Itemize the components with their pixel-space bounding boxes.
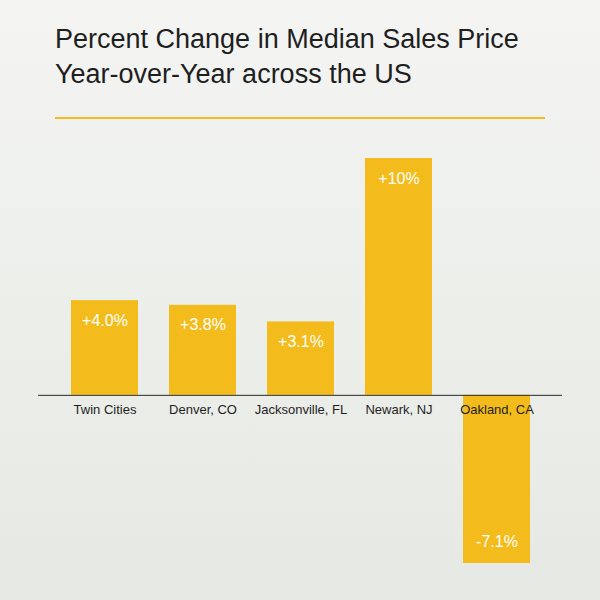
svg-text:Oakland, CA: Oakland, CA <box>460 402 534 417</box>
svg-text:-7.1%: -7.1% <box>476 533 518 550</box>
svg-text:Newark, NJ: Newark, NJ <box>365 402 432 417</box>
svg-text:+10%: +10% <box>378 170 419 187</box>
svg-text:Twin Cities: Twin Cities <box>74 402 137 417</box>
svg-text:Jacksonville, FL: Jacksonville, FL <box>255 402 347 417</box>
svg-text:+3.8%: +3.8% <box>180 316 226 333</box>
html-text:Percent Change in Median Sales: Percent Change in Median Sales Price Yea… <box>55 24 519 89</box>
svg-text:+3.1%: +3.1% <box>278 333 324 350</box>
svg-text:Denver, CO: Denver, CO <box>169 402 237 417</box>
svg-text:+4.0%: +4.0% <box>82 312 128 329</box>
